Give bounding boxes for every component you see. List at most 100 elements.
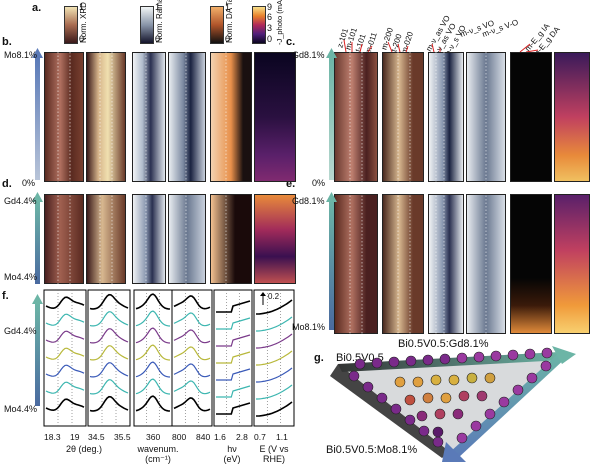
f-spectrum-curve [173,312,211,327]
panel-label-a: a. [32,2,42,14]
f-tick-360: 360 [146,432,161,442]
f-spectrum-curve [135,378,171,395]
f-spectrum-curve [89,293,129,310]
e-photo-map [554,194,590,334]
f-spectrum-curve [89,328,129,344]
g-composition-point [484,408,496,420]
photo-colorbar-tick-9: 9 [267,2,273,12]
f-xlabel-2theta: 2θ (deg.) [65,444,103,454]
f-spectrum-curve [173,295,211,310]
right-composition-arrows [326,48,337,330]
g-left-edge [330,364,450,458]
g-composition-point [473,351,485,363]
f-tick-19: 19 [70,432,80,442]
g-composition-point [540,360,552,372]
panel-c-heatmaps [334,52,590,182]
f-spectrum-curve [45,398,85,412]
tauc-colorbar [210,6,224,44]
f-tick-840: 840 [196,432,211,442]
g-composition-point [390,403,402,415]
f-spectrum-curve [256,299,293,315]
f-composition-arrow [32,294,43,406]
g-label-top-left: Bi0.5V0.5 [336,352,384,364]
peak-leader-lines [343,39,539,53]
d-axis-top: Gd4.4% [4,196,37,206]
g-composition-point [405,355,417,367]
f-tick-35-5: 35.5 [114,432,131,442]
f-spectrum-curve [135,327,171,344]
f-spectrum-curve [135,344,171,361]
f-subplot-frame [87,289,131,427]
e-xrd-map-1 [334,194,378,334]
c-axis-bottom: 0% [312,178,326,188]
g-composition-point [484,372,496,384]
f-spectrum-curve [173,329,211,344]
left-composition-arrows [32,48,43,284]
f-line-plots [43,289,295,427]
panel-label-e: e. [286,178,296,190]
c-xrd-map-2 [382,52,424,182]
photo-colorbar-tick-0: 0 [267,34,273,44]
e-axis-bottom: Mo8.1% [292,322,326,332]
b-tauc-map [210,52,252,182]
g-composition-point [412,376,424,388]
f-axis-top: Gd4.4% [4,326,37,336]
f-spectrum-curve [256,316,293,332]
f-xlabel-hv: hν (eV) [223,444,241,464]
tauc-colorbar-min: 0 [225,34,231,44]
f-spectrum-curve [45,347,85,360]
g-label-top-right: Bi0.5V0.5:Gd8.1% [398,338,489,350]
f-spectrum-curve [89,395,129,412]
c-tauc-map [510,52,552,182]
f-spectrum-curve [45,313,85,326]
b-photo-map [254,52,296,182]
f-spectrum-curve [135,310,171,327]
raman-colorbar-max: 1 [155,2,161,12]
panel-label-f: f. [2,290,9,302]
e-axis-top: Gd8.1% [292,196,325,206]
g-composition-point [470,420,482,432]
g-composition-point [434,408,446,420]
raman-colorbar [140,6,154,44]
g-composition-point [376,392,388,404]
d-xrd-map-1 [44,194,84,284]
xrd-colorbar-max: 1 [79,2,85,12]
e-raman-map-2 [466,194,506,334]
f-tick-34-5: 34.5 [88,432,105,442]
g-right-edge [450,352,568,458]
f-spectrum-curve [256,384,293,400]
b-raman-map-2 [168,52,206,182]
f-tick-800: 800 [172,432,187,442]
g-composition-point [404,414,416,426]
g-composition-point [394,376,406,388]
f-spectrum-curve [89,362,129,378]
g-composition-point [466,372,478,384]
g-composition-point [448,374,460,386]
g-composition-point [430,374,442,386]
photo-colorbar-tick-6: 6 [267,12,273,22]
raman-colorbar-min: 0 [155,34,161,44]
f-spectrum-curve [216,317,251,330]
panel-b-heatmaps [44,52,296,182]
e-raman-map-1 [428,194,464,334]
g-composition-point [388,356,400,368]
g-composition-point [456,432,468,444]
g-composition-point [458,390,470,402]
f-spectrum-curve [89,379,129,395]
g-composition-point [439,353,451,365]
f-spectrum-curve [173,363,211,378]
g-label-bottom: Bi0.5V0.5:Mo8.1% [326,444,418,456]
f-spectrum-curve [89,311,129,327]
panel-label-g: g. [314,352,324,364]
c-axis-top: Gd8.1% [292,50,325,60]
c-xrd-map-1 [334,52,378,182]
d-tauc-map [210,194,252,284]
g-composition-point [348,370,360,382]
photo-colorbar [252,6,266,44]
g-composition-point [418,425,430,437]
f-subplot-frame [43,289,87,427]
g-composition-point [476,390,488,402]
f-tick-2-8: 2.8 [236,432,248,442]
d-axis-bottom: Mo4.4% [4,272,38,282]
d-raman-map-1 [132,194,166,284]
